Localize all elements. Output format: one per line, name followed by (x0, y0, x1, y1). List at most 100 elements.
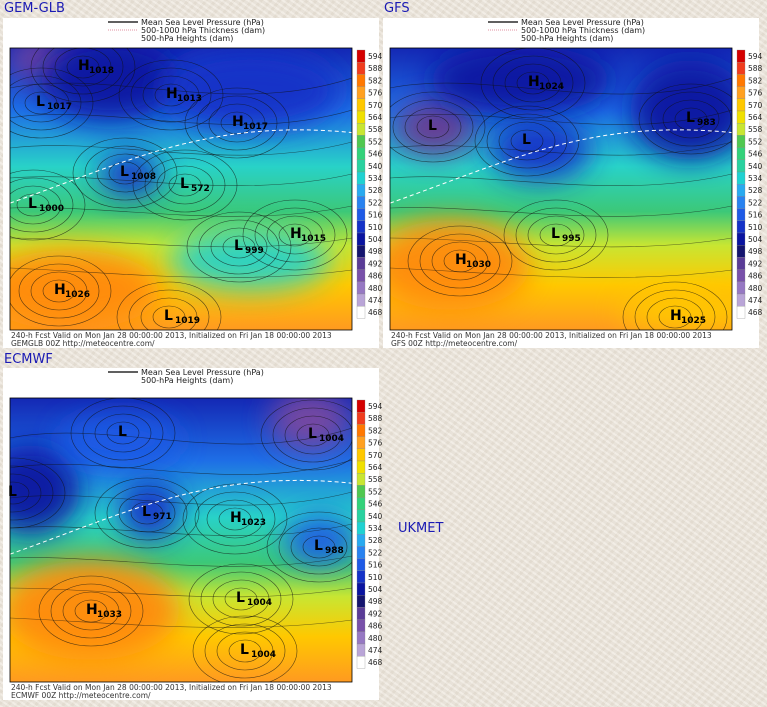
isobar (206, 499, 264, 539)
isobar (192, 615, 298, 682)
colorbar-label: 576 (748, 89, 763, 98)
colorbar-box (736, 123, 746, 136)
colorbar-box (356, 208, 366, 221)
colorbar-label: 582 (368, 76, 383, 85)
colorbar-box (356, 595, 366, 608)
legend-label: Mean Sea Level Pressure (hPa) (141, 368, 264, 377)
pressure-center: H (166, 86, 178, 102)
isobar (10, 67, 94, 139)
isobar (392, 99, 474, 155)
legend-label: 500-1000 hPa Thickness (dam) (141, 26, 265, 35)
isobar (662, 99, 720, 139)
isobar (84, 145, 166, 201)
colorbar-label: 552 (368, 137, 383, 146)
map-border (9, 47, 353, 331)
isobar (302, 535, 336, 559)
colorbar-box (736, 147, 746, 160)
isobar (10, 555, 352, 567)
colorbar-box (736, 86, 746, 99)
map-blob (620, 290, 732, 330)
isobar (10, 177, 74, 233)
colorbar-label: 522 (368, 548, 383, 557)
isobar (10, 481, 30, 505)
colorbar-box (356, 631, 366, 645)
colorbar-box (736, 220, 746, 234)
isobar (208, 103, 266, 143)
colorbar-label: 570 (368, 101, 383, 110)
colorbar-label: 552 (368, 487, 383, 496)
map (390, 48, 732, 330)
colorbar-label: 522 (748, 198, 763, 207)
isobar (10, 459, 352, 475)
colorbar-label: 504 (368, 585, 383, 594)
map-border (9, 397, 353, 683)
pressure-value: 1019 (175, 316, 200, 326)
isobar (96, 153, 154, 193)
colorbar-box (736, 196, 746, 209)
colorbar-box (356, 74, 366, 87)
pressure-center: H (86, 602, 98, 618)
footer-text: 240-h Fcst Valid on Mon Jan 28 00:00:00 … (11, 683, 332, 692)
colorbar-label: 492 (748, 259, 763, 268)
colorbar-box (356, 497, 366, 510)
colorbar-box (356, 98, 366, 112)
colorbar-box (356, 570, 366, 584)
colorbar-box (356, 232, 366, 246)
pressure-value: 1018 (89, 66, 114, 76)
isobar (140, 297, 198, 330)
colorbar-box (356, 171, 366, 185)
colorbar-box (356, 558, 366, 571)
isobar (130, 501, 164, 525)
pressure-center: L (308, 426, 317, 442)
pressure-value: 572 (191, 184, 210, 194)
isobar (18, 263, 100, 319)
map-blob (160, 50, 340, 130)
colorbar-label: 594 (748, 52, 763, 61)
pressure-center: L (240, 642, 249, 658)
isobar (10, 173, 352, 187)
isobar (74, 599, 108, 623)
colorbar-label: 546 (368, 500, 383, 509)
colorbar-box (356, 607, 366, 620)
pressure-value: 1013 (177, 94, 202, 104)
pressure-center: H (528, 74, 540, 90)
colorbar-label: 510 (748, 223, 763, 232)
isobar (10, 185, 62, 225)
colorbar-label: 480 (748, 284, 763, 293)
legend-label: 500-hPa Heights (dam) (141, 376, 233, 385)
colorbar-label: 552 (748, 137, 763, 146)
legend-label: 500-hPa Heights (dam) (141, 34, 233, 43)
colorbar-label: 546 (368, 150, 383, 159)
footer-text: GFS 00Z http://meteocentre.com/ (391, 339, 518, 348)
pressure-value: 995 (562, 234, 581, 244)
pressure-center: L (8, 484, 17, 500)
colorbar-box (356, 485, 366, 498)
colorbar-box (356, 257, 366, 270)
isobar (220, 111, 254, 135)
pressure-value: 1015 (301, 234, 326, 244)
colorbar-box (356, 245, 366, 258)
pressure-center: L (314, 538, 323, 554)
isobar (216, 631, 274, 671)
colorbar-box (356, 86, 366, 99)
colorbar-box (356, 281, 366, 295)
isobar (212, 579, 270, 619)
isobar (132, 149, 238, 221)
colorbar-box (356, 147, 366, 160)
colorbar-label: 564 (368, 463, 383, 472)
colorbar-label: 486 (368, 272, 383, 281)
colorbar-box (356, 123, 366, 136)
isobar (72, 137, 178, 209)
colorbar-label: 516 (368, 211, 383, 220)
colorbar-label: 576 (368, 439, 383, 448)
isobar (142, 75, 200, 115)
pressure-center: L (551, 226, 560, 242)
isobar (390, 141, 732, 156)
isobar (10, 473, 42, 513)
colorbar-box (356, 448, 366, 462)
colorbar-label: 498 (368, 597, 383, 606)
isobar (16, 193, 50, 217)
isobar (30, 48, 136, 103)
colorbar-label: 474 (748, 296, 763, 305)
